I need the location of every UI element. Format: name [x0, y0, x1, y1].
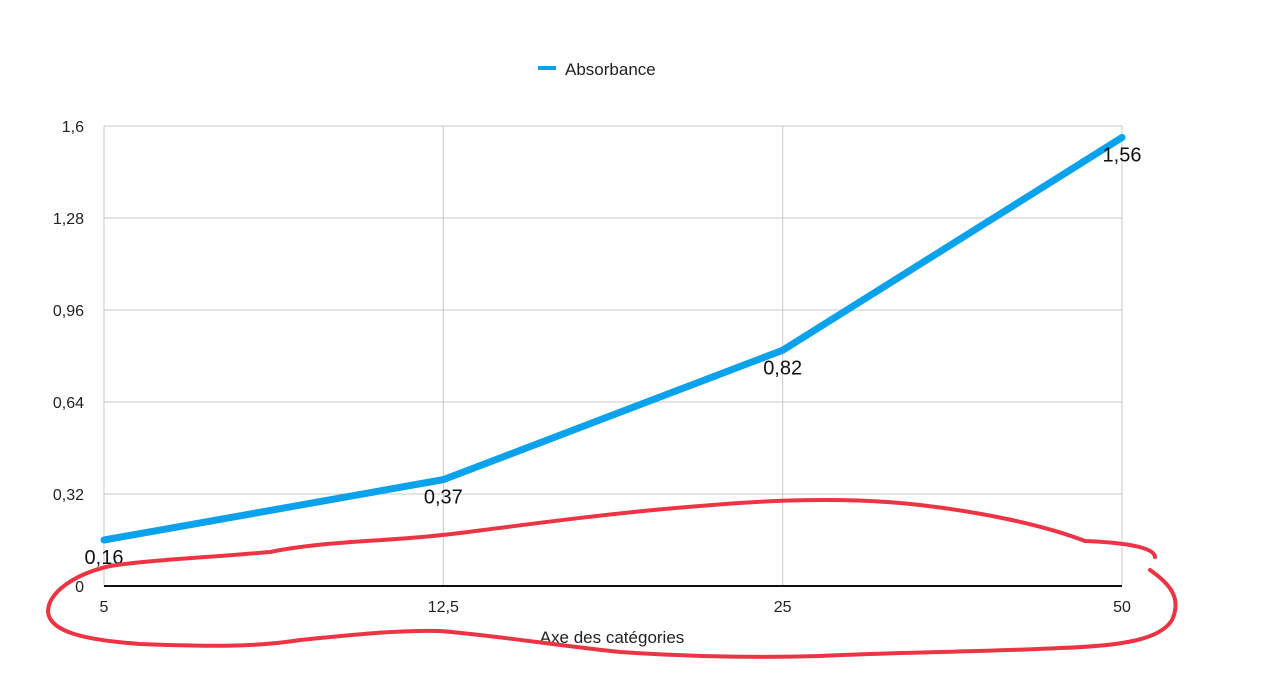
x-axis-title: Axe des catégories: [540, 628, 685, 647]
y-tick-label: 0,32: [53, 487, 84, 504]
grid: [103, 125, 1123, 586]
x-ticks: 5 12,5 25 50: [100, 599, 1131, 616]
y-tick-label: 0,64: [53, 395, 84, 412]
x-tick-label: 12,5: [428, 599, 459, 616]
y-tick-label: 1,6: [62, 119, 84, 136]
y-tick-label: 0,96: [53, 303, 84, 320]
data-label: 0,37: [424, 487, 463, 509]
data-label: 0,82: [763, 357, 802, 379]
x-tick-label: 5: [100, 599, 109, 616]
legend-label: Absorbance: [565, 60, 656, 79]
data-labels: 0,160,370,821,56: [85, 145, 1142, 570]
y-tick-label: 0: [75, 579, 84, 596]
data-point: [1118, 134, 1126, 141]
data-label: 1,56: [1103, 145, 1142, 167]
data-point: [779, 346, 787, 354]
series: [100, 134, 1126, 544]
y-ticks: 0 0,32 0,64 0,96 1,28 1,6: [53, 119, 84, 596]
data-point: [100, 536, 108, 544]
x-tick-label: 50: [1113, 599, 1131, 616]
y-tick-label: 1,28: [53, 211, 84, 228]
x-tick-label: 25: [774, 599, 792, 616]
series-line-absorbance: [103, 134, 1124, 544]
hand-drawn-annotation: [46, 497, 1178, 659]
data-point: [439, 476, 447, 484]
legend: Absorbance: [538, 60, 656, 79]
